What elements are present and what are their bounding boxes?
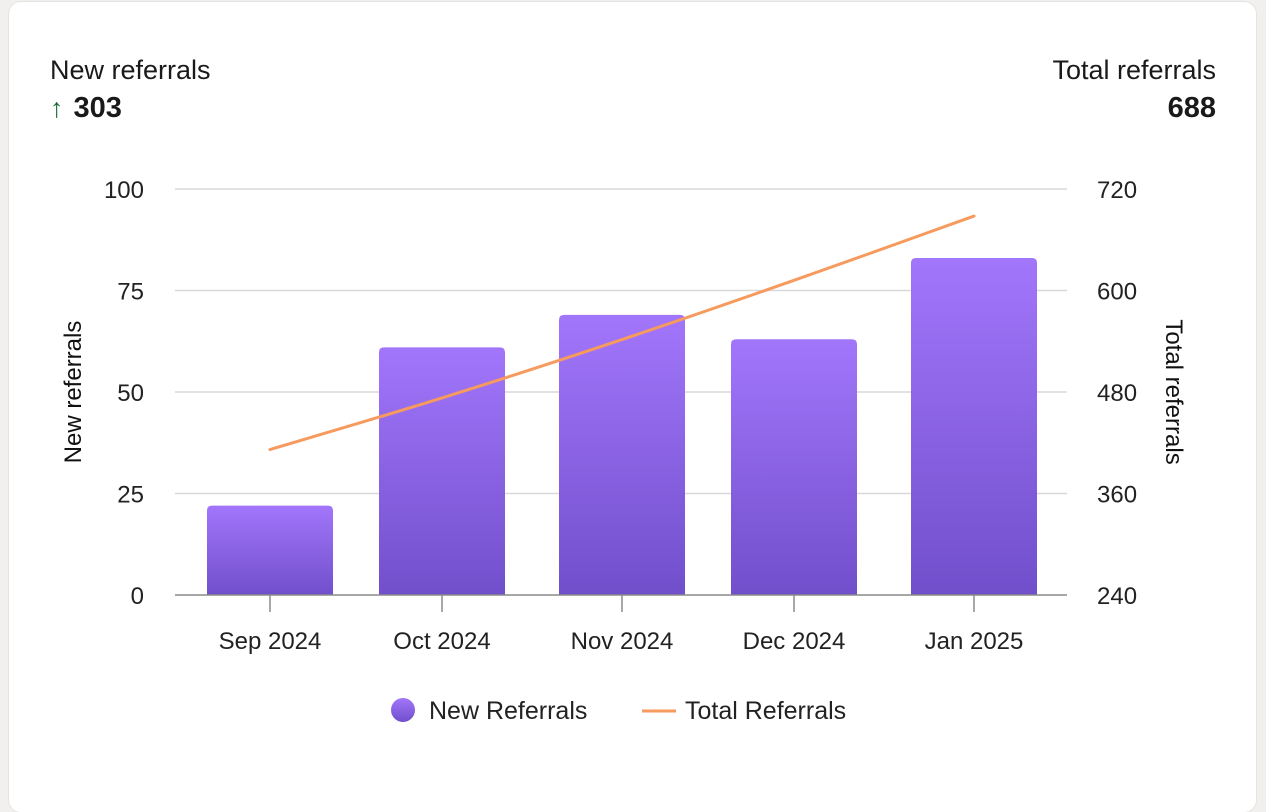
total-referrals-kpi: Total referrals 688 [1052, 54, 1216, 128]
x-tick-label: Oct 2024 [393, 628, 490, 655]
new-referrals-value: 303 [73, 92, 122, 124]
legend: New Referrals Total Referrals [391, 697, 846, 725]
y-tick-label-left: 25 [117, 482, 144, 509]
line-total-referrals [268, 214, 976, 452]
y-axis-title-right: Total referrals [1160, 319, 1187, 464]
new-referrals-value-row: ↑ 303 [50, 88, 211, 128]
bar-new-referrals [207, 505, 333, 595]
bar-new-referrals [559, 314, 685, 595]
bar-new-referrals [379, 347, 505, 595]
axes: 0 25 50 75 100 240 360 480 600 720 Sep 2024 Oct 202… [104, 177, 1137, 655]
y-axis-title-left: New referrals [60, 321, 87, 464]
new-referrals-label: New referrals [50, 55, 211, 85]
y-tick-label-right: 480 [1097, 380, 1137, 407]
y-tick-label-right: 600 [1097, 279, 1137, 306]
new-referrals-kpi: New referrals ↑ 303 [50, 54, 211, 128]
x-tick-label: Nov 2024 [571, 628, 674, 655]
y-tick-label-left: 75 [117, 279, 144, 306]
y-tick-label-left: 100 [104, 177, 144, 204]
trend-up-arrow-icon: ↑ [50, 93, 64, 123]
y-tick-label-right: 720 [1097, 177, 1137, 204]
total-referrals-label: Total referrals [1052, 55, 1216, 85]
bar-new-referrals [911, 258, 1037, 595]
legend-swatch-new-referrals [391, 698, 415, 722]
total-referrals-value: 688 [1167, 92, 1216, 124]
bars [207, 258, 1037, 595]
legend-label-new-referrals: New Referrals [429, 697, 587, 725]
x-tick-label: Dec 2024 [743, 628, 846, 655]
legend-label-total-referrals: Total Referrals [685, 697, 846, 725]
y-tick-label-left: 50 [117, 380, 144, 407]
x-tick-label: Sep 2024 [219, 628, 322, 655]
y-tick-label-left: 0 [131, 583, 144, 610]
x-tick-label: Jan 2025 [925, 628, 1024, 655]
y-tick-label-right: 360 [1097, 482, 1137, 509]
bar-new-referrals [731, 339, 857, 595]
y-tick-label-right: 240 [1097, 583, 1137, 610]
total-line-layer [268, 214, 976, 452]
